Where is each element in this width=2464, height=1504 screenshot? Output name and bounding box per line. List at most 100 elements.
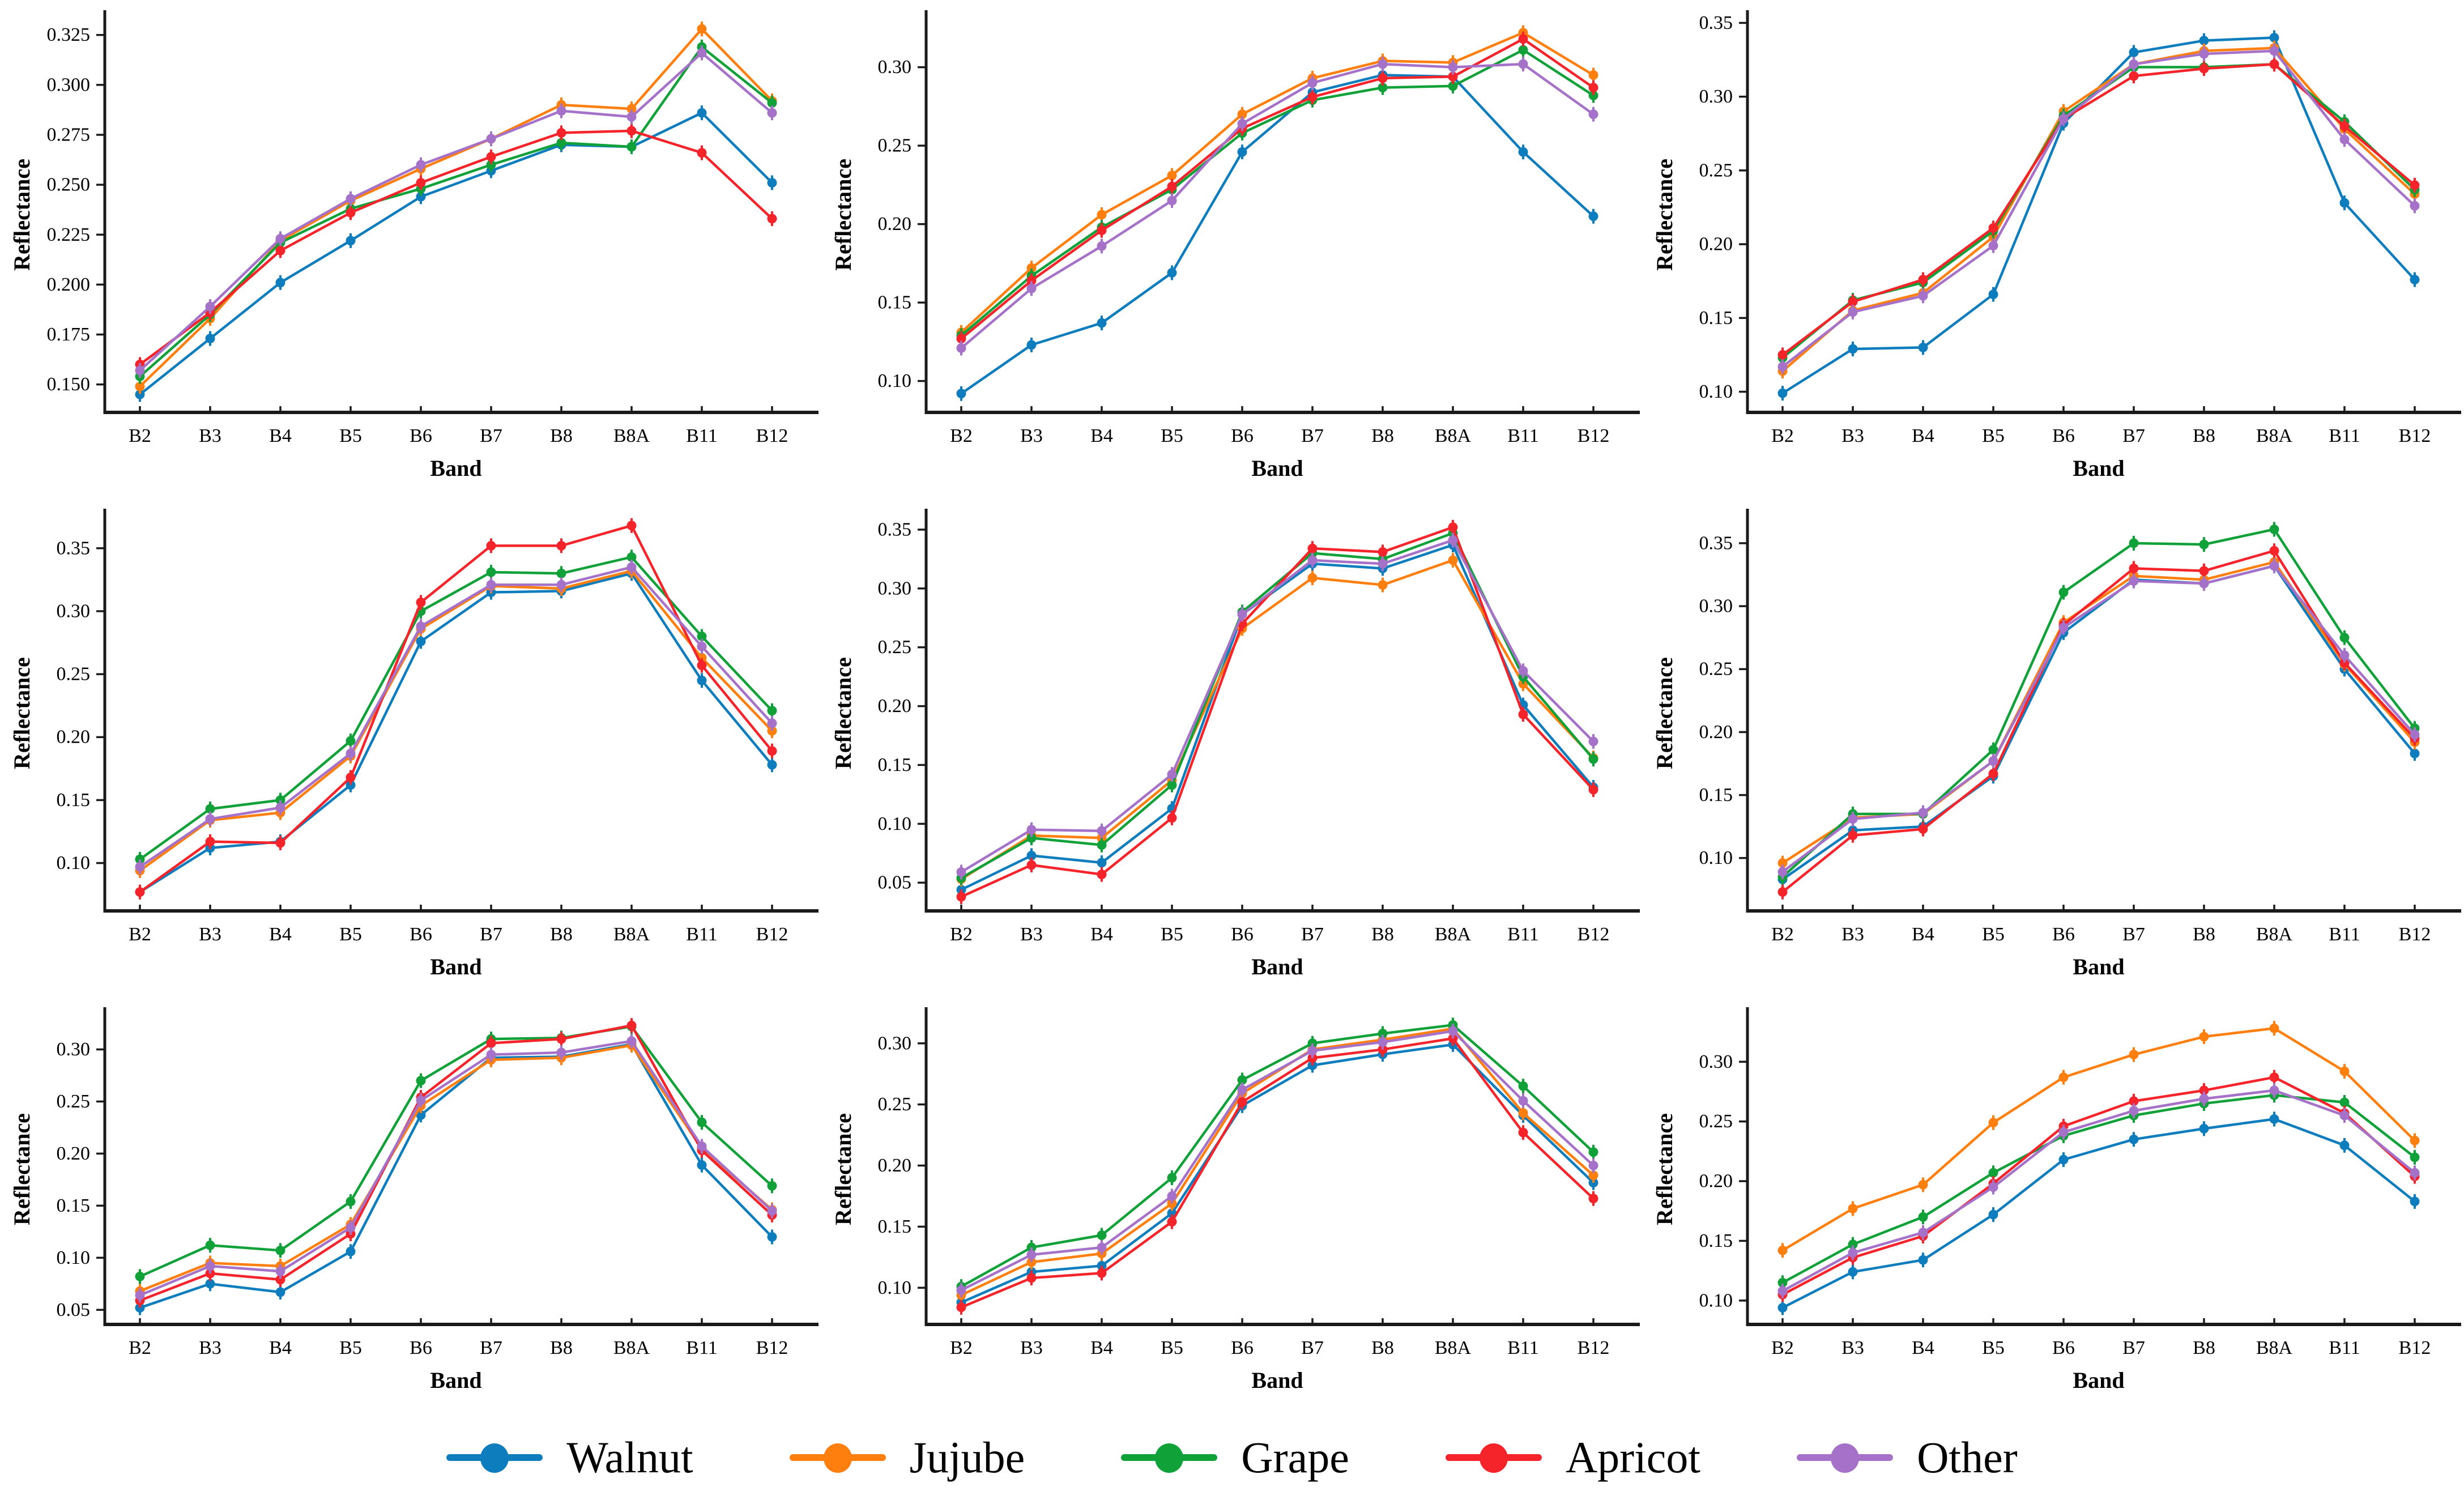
- data-point: [2269, 46, 2279, 56]
- x-tick-label: B11: [686, 425, 717, 446]
- data-point: [1918, 1228, 1928, 1238]
- x-tick-label: B2: [1771, 425, 1794, 446]
- series-line: [960, 31, 1595, 334]
- y-tick-label: 0.20: [878, 214, 912, 235]
- data-point: [275, 795, 285, 805]
- series-apricot: [135, 123, 777, 372]
- data-point: [626, 552, 637, 562]
- data-point: [346, 207, 356, 218]
- data-point: [486, 160, 496, 170]
- x-tick-label: B8: [550, 924, 573, 945]
- data-point: [275, 233, 285, 244]
- data-point: [2129, 1106, 2139, 1116]
- data-point: [2339, 1110, 2350, 1120]
- data-point: [1518, 1127, 1528, 1137]
- data-point: [2269, 1023, 2279, 1033]
- x-tick-label: B12: [2399, 425, 2431, 446]
- data-point: [1848, 1248, 1858, 1258]
- series-line: [138, 111, 774, 396]
- x-axis-label: Band: [1251, 455, 1303, 481]
- series-line: [138, 1024, 774, 1302]
- x-tick-label: B5: [1161, 425, 1183, 446]
- x-tick-label: B8: [2193, 1337, 2215, 1358]
- data-point: [556, 138, 566, 148]
- data-point: [1026, 263, 1037, 273]
- x-tick-label: B7: [1301, 425, 1324, 446]
- data-point: [1448, 81, 1458, 91]
- reflectance-chart-row2-col3: 0.10 0.15 0.20 0.25 0.30 0.35 B2 B3 B4 B5 B6 B7 B8 B8…: [1652, 509, 2461, 979]
- y-axis-label: Reflectance: [9, 1113, 35, 1225]
- data-point: [275, 1275, 285, 1285]
- data-point: [697, 148, 707, 158]
- data-point: [1777, 858, 1788, 868]
- y-tick-label: 0.25: [57, 1091, 91, 1112]
- data-point: [697, 24, 707, 34]
- subplot-row3-col1: 0.05 0.10 0.15 0.20 0.25 0.30 B2 B3 B4 B5 B6 B7 B8 B8…: [0, 997, 821, 1411]
- series-apricot: [1777, 543, 2420, 900]
- series-line: [1781, 549, 2416, 893]
- data-point: [205, 334, 215, 344]
- y-axis-label: Reflectance: [830, 159, 856, 271]
- data-point: [767, 1181, 777, 1191]
- series-walnut: [135, 566, 777, 900]
- data-point: [2129, 563, 2139, 573]
- data-point: [205, 837, 215, 847]
- y-tick-label: 0.35: [878, 519, 912, 540]
- data-point: [1097, 241, 1107, 251]
- data-point: [697, 661, 707, 671]
- data-point: [556, 568, 566, 578]
- data-point: [486, 152, 496, 162]
- series-line: [138, 524, 774, 893]
- data-point: [2269, 32, 2279, 42]
- data-point: [767, 1206, 777, 1216]
- legend-item-jujube: Jujube: [789, 1435, 1025, 1480]
- x-tick-label: B7: [480, 1337, 502, 1358]
- data-point: [416, 191, 426, 202]
- y-tick-label: 0.20: [57, 1143, 91, 1164]
- data-point: [1777, 350, 1788, 360]
- data-point: [1518, 34, 1528, 44]
- y-tick-label: 0.30: [1699, 86, 1733, 107]
- data-point: [2339, 134, 2350, 144]
- y-tick-label: 0.25: [878, 1094, 912, 1115]
- x-tick-label: B11: [686, 924, 717, 945]
- subplot-row3-col3: 0.10 0.15 0.20 0.25 0.30 B2 B3 B4 B5 B6 B7 B8 B8A B11…: [1643, 997, 2464, 1411]
- legend-item-grape: Grape: [1121, 1435, 1349, 1480]
- grape-line-marker-icon: [1121, 1439, 1218, 1476]
- data-point: [205, 301, 215, 312]
- data-point: [1237, 109, 1247, 120]
- data-point: [1448, 71, 1458, 82]
- data-point: [956, 1302, 966, 1313]
- x-tick-label: B3: [1841, 1337, 1864, 1358]
- series-line: [960, 1029, 1595, 1292]
- data-point: [1848, 307, 1858, 317]
- data-point: [2410, 180, 2420, 190]
- x-axis-label: Band: [430, 954, 481, 979]
- data-point: [1097, 1230, 1107, 1241]
- data-point: [1378, 59, 1388, 69]
- data-point: [1777, 1302, 1788, 1313]
- series-line: [138, 129, 774, 366]
- data-point: [2199, 1123, 2209, 1134]
- reflectance-chart-row1-col3: 0.10 0.15 0.20 0.25 0.30 0.35 B2 B3 B4 B5 B6 B7 B8 B8…: [1652, 10, 2461, 481]
- x-tick-label: B4: [269, 425, 292, 446]
- data-point: [1026, 275, 1037, 286]
- data-point: [275, 1245, 285, 1255]
- data-point: [1518, 666, 1528, 676]
- data-point: [626, 112, 637, 122]
- x-tick-label: B4: [1090, 924, 1113, 945]
- data-point: [1167, 813, 1177, 823]
- data-point: [767, 1232, 777, 1242]
- data-point: [1167, 1191, 1177, 1201]
- series-apricot: [956, 1031, 1598, 1315]
- reflectance-chart-row3-col1: 0.05 0.10 0.15 0.20 0.25 0.30 B2 B3 B4 B5 B6 B7 B8 B8…: [9, 1007, 819, 1393]
- series-apricot: [1777, 57, 2420, 363]
- y-tick-label: 0.25: [878, 637, 912, 658]
- x-tick-label: B6: [1231, 1337, 1254, 1358]
- data-point: [135, 1290, 145, 1301]
- x-tick-label: B7: [1301, 1337, 1324, 1358]
- y-axis-label: Reflectance: [1652, 159, 1677, 271]
- x-axis-label: Band: [430, 1367, 481, 1393]
- data-point: [2269, 1114, 2279, 1124]
- axes: 0.10 0.15 0.20 0.25 0.30 0.35 B2 B3 B4 B5 B6 B7 B8 B8…: [1652, 509, 2461, 979]
